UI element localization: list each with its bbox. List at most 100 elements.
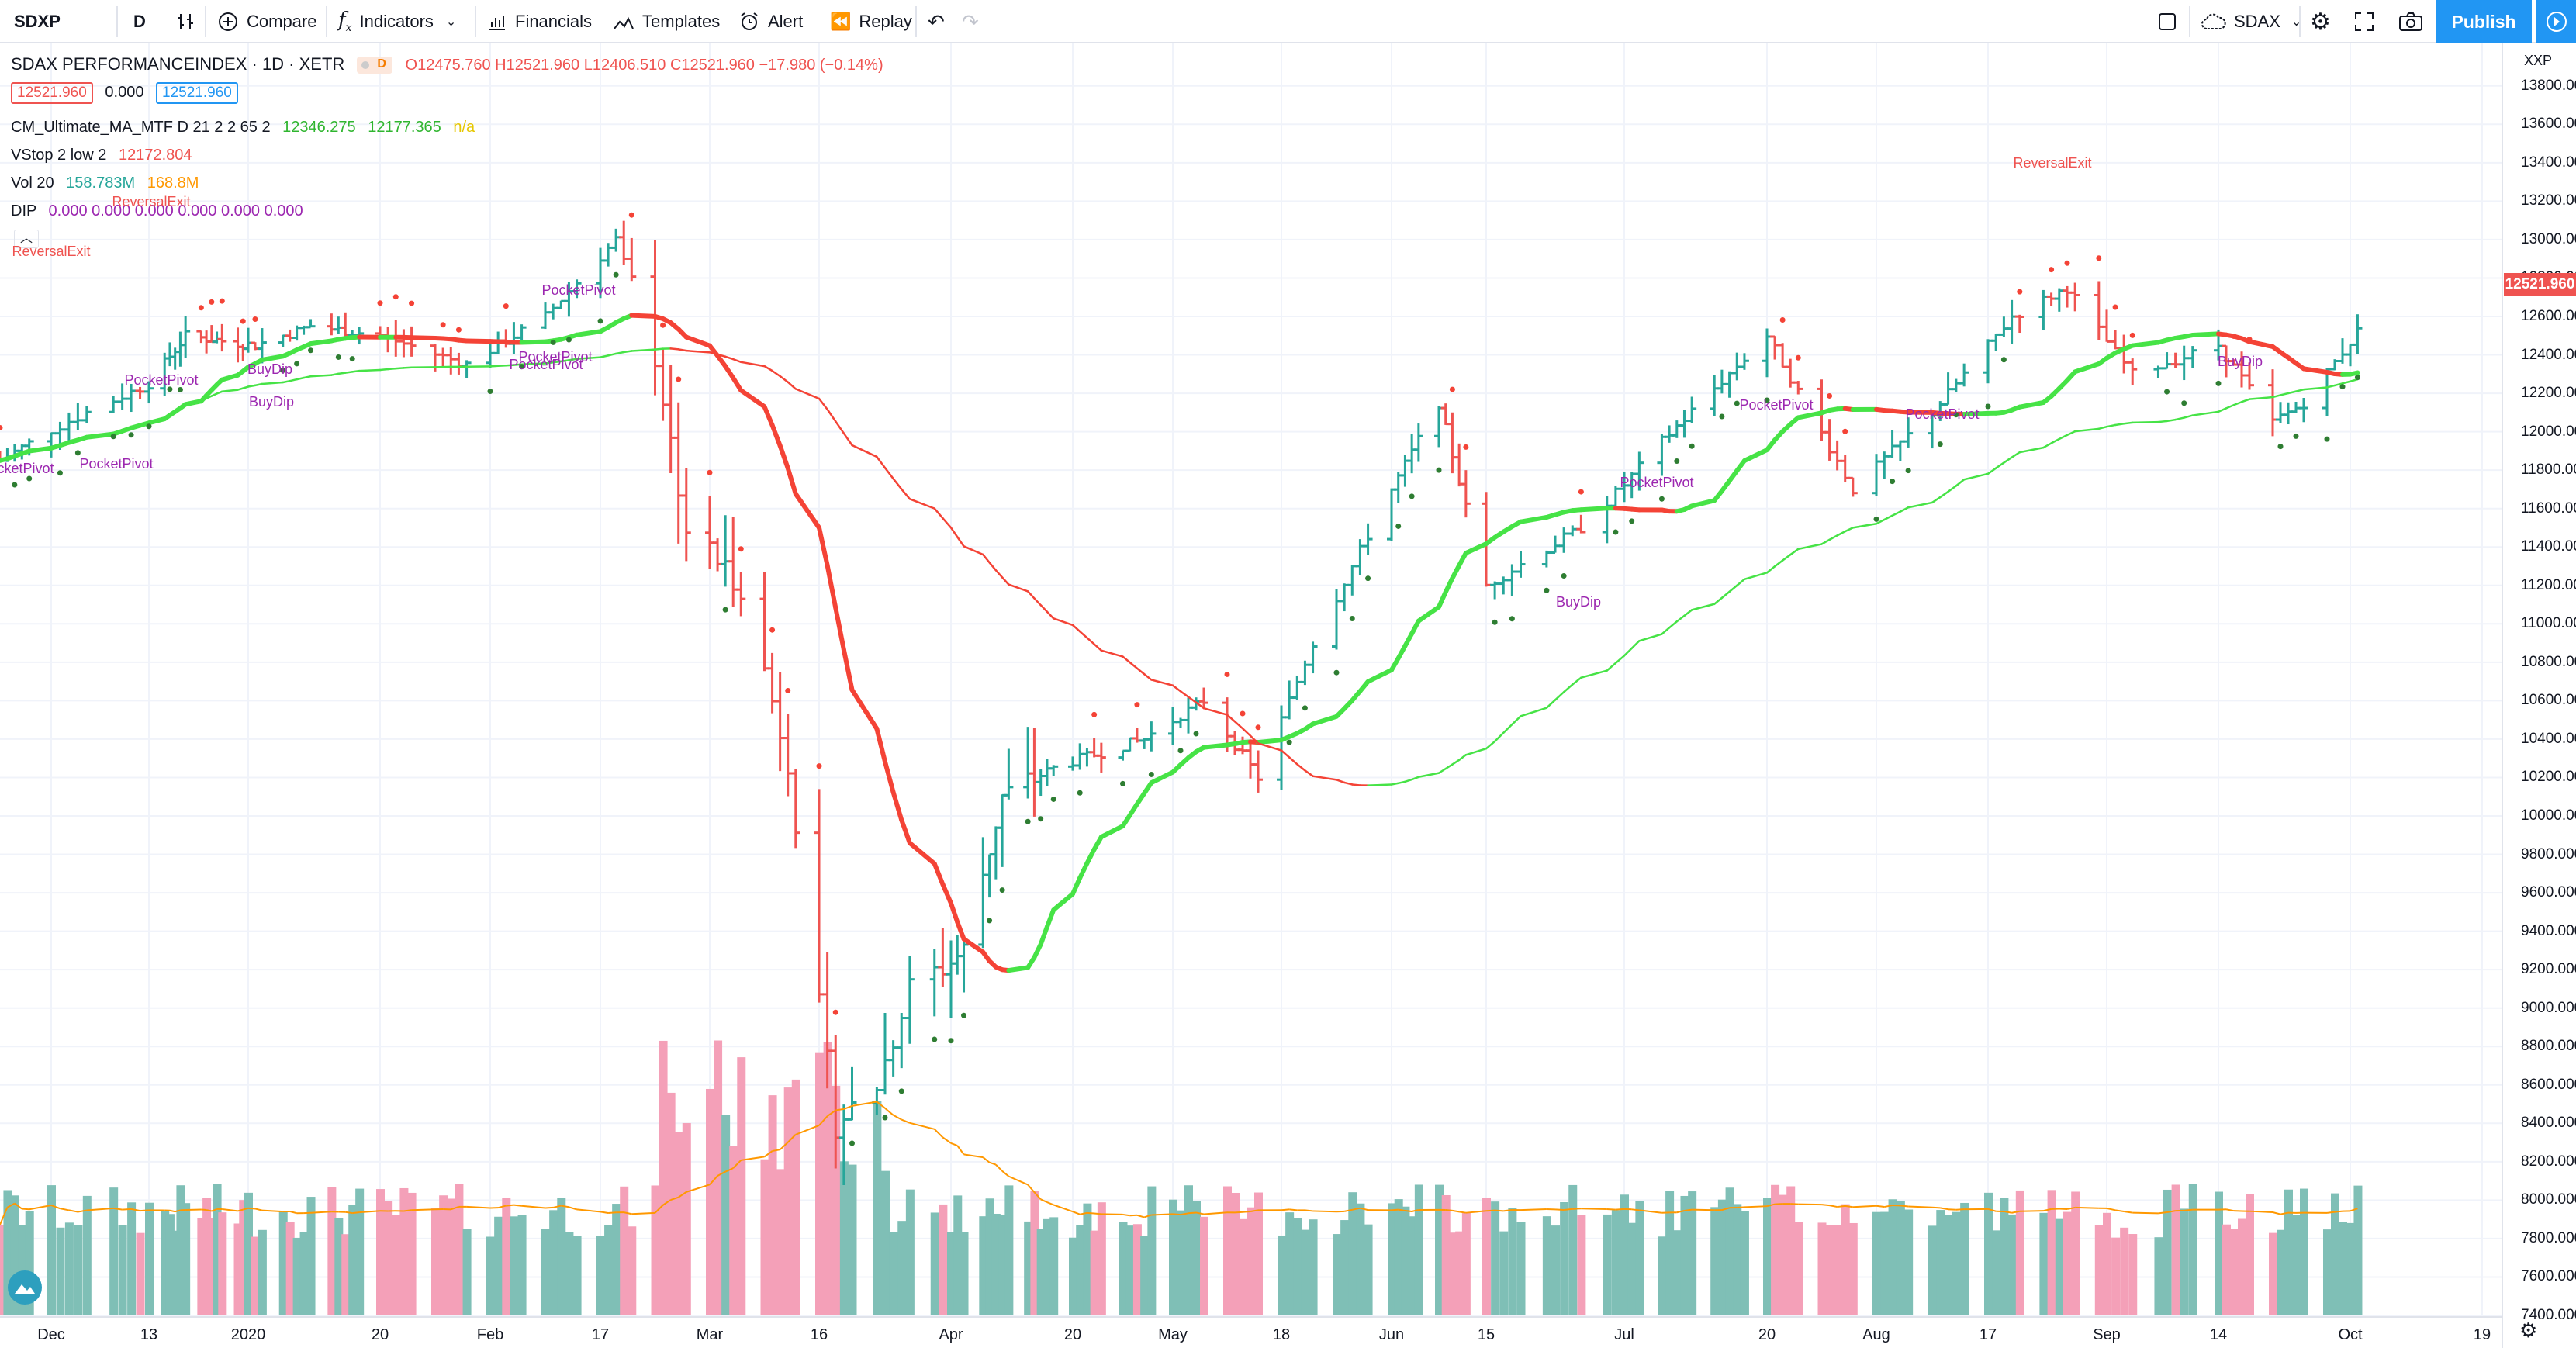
- replay-button[interactable]: ⏪ Replay: [830, 0, 912, 43]
- volume-ma-line: [14, 1202, 22, 1210]
- price-tick-label: 9400.000: [2521, 922, 2576, 939]
- ma-slow-line: [1249, 734, 1260, 745]
- vstop-dot: [1953, 412, 1959, 418]
- volume-ma-line: [310, 1211, 332, 1214]
- vstop-dot: [1842, 428, 1848, 434]
- vstop-dot: [898, 1088, 904, 1094]
- ma-slow-line: [1233, 721, 1244, 730]
- ma-fast-line: [683, 334, 712, 348]
- ma-slow-line: [2174, 416, 2185, 421]
- price-tick-label: 12000.000: [2521, 423, 2576, 440]
- volume-bar: [1542, 1216, 1551, 1315]
- volume-ma-line: [50, 1205, 61, 1210]
- vstop-dot: [455, 327, 462, 333]
- vstop-dot: [294, 361, 300, 367]
- ma-slow-line: [1638, 633, 1663, 642]
- dip-legend[interactable]: DIP 0.000 0.000 0.000 0.000 0.000 0.000: [11, 202, 303, 220]
- volume-bar: [1184, 1185, 1193, 1315]
- templates-button[interactable]: Templates: [613, 0, 720, 43]
- volume-bar: [213, 1184, 222, 1315]
- volume-bar: [628, 1226, 637, 1315]
- ma-slow-line: [1437, 767, 1447, 774]
- alert-button[interactable]: Alert: [738, 0, 803, 43]
- volume-ma-line: [1884, 1205, 1893, 1208]
- layout-button[interactable]: [2156, 0, 2178, 43]
- ma-fast-line: [2017, 399, 2046, 410]
- fullscreen-button[interactable]: [2353, 0, 2375, 43]
- volume-ma-line: [1452, 1209, 1460, 1213]
- publish-button[interactable]: Publish: [2436, 0, 2532, 43]
- ma-fast-line: [949, 900, 960, 925]
- ma-slow-line: [2042, 442, 2052, 449]
- ma-fast-line: [793, 491, 821, 531]
- ma-slow-line: [1773, 559, 1784, 568]
- tradingview-logo[interactable]: [8, 1270, 42, 1305]
- plus-circle-icon: [219, 12, 237, 31]
- ma-slow-line: [2131, 420, 2159, 424]
- volume-ma-line: [2011, 1210, 2020, 1214]
- volume-bar: [502, 1198, 511, 1315]
- volume-bar: [1482, 1198, 1491, 1315]
- volume-bar: [2215, 1191, 2223, 1315]
- volume-legend[interactable]: Vol 20 158.783M 168.8M: [11, 175, 199, 192]
- collapse-legend-button[interactable]: ︿: [14, 230, 39, 248]
- vstop-dot: [1038, 816, 1044, 822]
- vstop-dot: [707, 469, 713, 475]
- ma-fast-line: [464, 338, 493, 344]
- price-chart[interactable]: [0, 43, 2576, 1348]
- volume-ma-line: [450, 1205, 459, 1211]
- symbol-search[interactable]: SDXP: [14, 0, 61, 43]
- vstop-dot: [769, 627, 776, 633]
- undo-button[interactable]: ↶: [928, 0, 945, 43]
- interval-button[interactable]: D: [133, 0, 146, 43]
- volume-bar: [1408, 1216, 1417, 1315]
- ma-fast-line: [2301, 366, 2329, 375]
- volume-ma-line: [211, 1208, 217, 1212]
- volume-ma-line: [779, 1142, 789, 1150]
- ma-indicator-legend[interactable]: CM_Ultimate_MA_MTF D 21 2 2 65 2 12346.2…: [11, 119, 475, 137]
- volume-ma-line: [411, 1208, 436, 1211]
- function-icon: fx: [338, 9, 352, 35]
- ma-slow-line: [1451, 759, 1461, 766]
- ma-slow-line: [2217, 407, 2228, 413]
- volume-ma-line: [1281, 1208, 1290, 1211]
- volume-bar: [1388, 1203, 1396, 1315]
- price-tick-label: 13800.000: [2521, 77, 2576, 94]
- vstop-dot: [1134, 702, 1140, 708]
- ma-slow-line: [1623, 647, 1633, 657]
- compare-button[interactable]: Compare: [217, 0, 316, 43]
- financials-button[interactable]: Financials: [487, 0, 592, 43]
- snapshot-button[interactable]: [2398, 0, 2423, 43]
- volume-bar: [1665, 1191, 1675, 1315]
- ma-slow-line: [1086, 637, 1095, 645]
- volume-ma-line: [982, 1156, 991, 1163]
- ma-slow-line: [963, 545, 984, 556]
- ma-slow-line: [2341, 380, 2352, 385]
- volume-ma-line: [513, 1204, 522, 1207]
- price-bars: [0, 220, 2363, 1185]
- volume-ma-line: [237, 1208, 244, 1212]
- vstop-dot: [1333, 669, 1340, 676]
- vstop-dot: [832, 1009, 838, 1015]
- axis-settings-button[interactable]: ⚙: [2519, 1319, 2537, 1343]
- save-layout-button[interactable]: SDAX ⌄: [2200, 0, 2301, 43]
- legend-title-row[interactable]: SDAX PERFORMANCEINDEX · 1D · XETR D O124…: [11, 54, 883, 74]
- volume-ma-line: [1845, 1205, 1853, 1208]
- ma-slow-line: [1572, 676, 1582, 686]
- ma-slow-line: [1781, 553, 1792, 562]
- volume-bar: [161, 1211, 170, 1315]
- redo-button[interactable]: ↷: [962, 0, 979, 43]
- volume-ma-line: [631, 1211, 655, 1215]
- volume-bar: [2047, 1190, 2056, 1315]
- volume-ma-line: [1554, 1208, 1565, 1211]
- settings-button[interactable]: ⚙: [2310, 0, 2331, 43]
- indicators-button[interactable]: fx Indicators ⌄: [338, 0, 456, 43]
- ma-fast-line: [817, 525, 830, 568]
- volume-bar: [109, 1187, 119, 1315]
- ma-fast-line: [1098, 824, 1125, 840]
- chart-style-button[interactable]: [175, 0, 203, 43]
- volume-ma-line: [1040, 1198, 1048, 1203]
- volume-ma-line: [1250, 1209, 1259, 1212]
- vstop-legend[interactable]: VStop 2 low 2 12172.804: [11, 147, 192, 164]
- toggle-sidebar-button[interactable]: [2536, 0, 2576, 43]
